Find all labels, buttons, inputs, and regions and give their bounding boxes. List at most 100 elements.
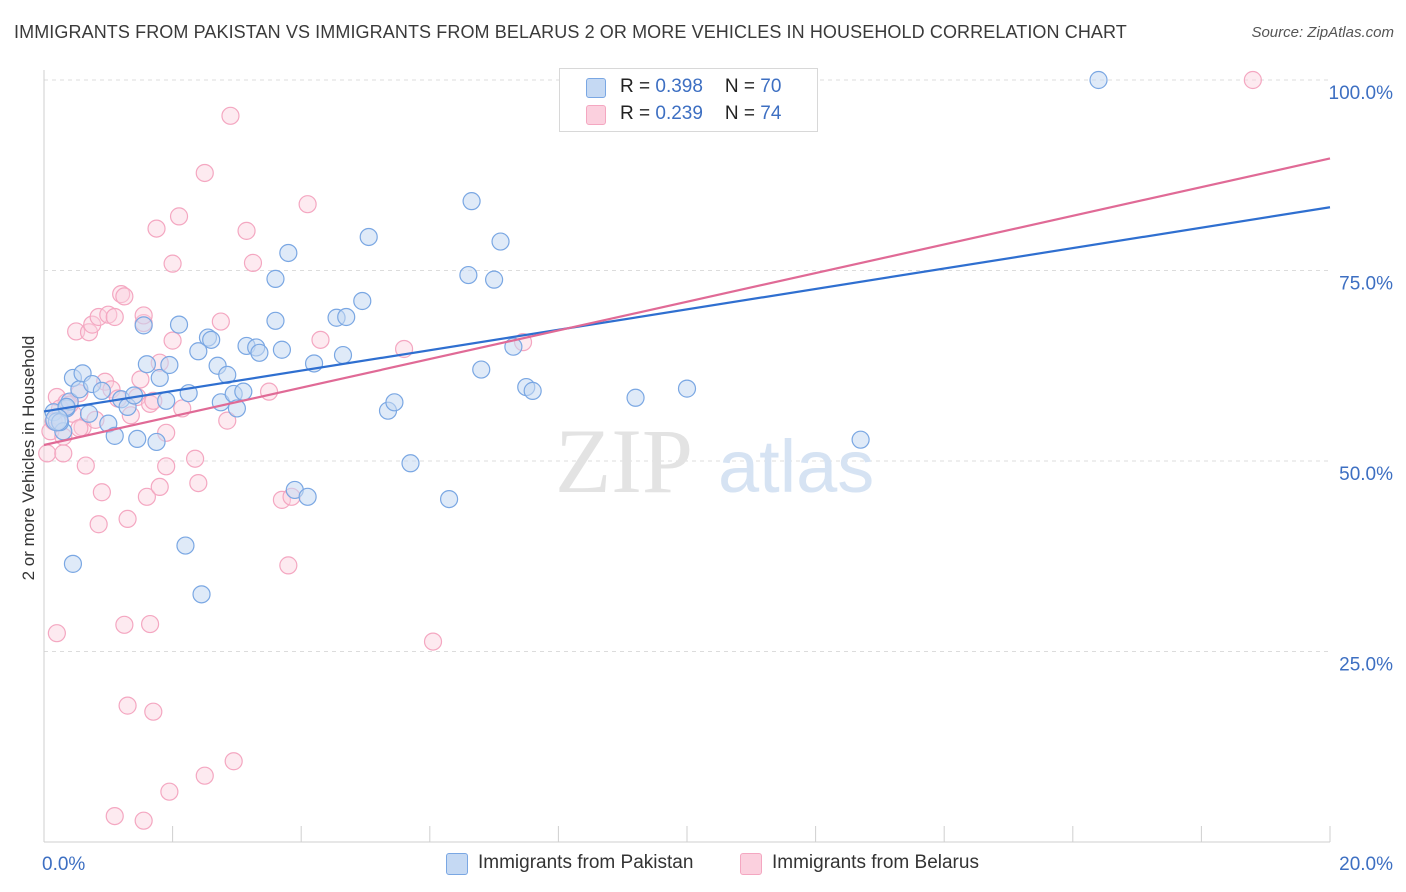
belarus-trend-line <box>43 157 1331 447</box>
legend-n-value: 70 <box>760 76 782 97</box>
pakistan-point <box>92 381 111 400</box>
belarus-point <box>218 411 237 430</box>
belarus-point <box>221 106 240 125</box>
legend-r-label: R = <box>620 103 656 124</box>
belarus-point <box>115 287 134 306</box>
pakistan-point <box>137 355 156 374</box>
belarus-point <box>67 322 86 341</box>
belarus-point <box>243 253 263 272</box>
belarus-point <box>150 477 169 497</box>
pakistan-point <box>157 391 176 410</box>
belarus-point <box>195 766 214 785</box>
belarus-point <box>279 556 298 575</box>
chart-title: IMMIGRANTS FROM PAKISTAN VS IMMIGRANTS F… <box>14 22 1127 42</box>
pakistan-point <box>105 426 124 445</box>
belarus-point <box>115 615 134 634</box>
pakistan-point <box>234 382 253 401</box>
pakistan-point <box>626 388 645 407</box>
pakistan-point <box>333 345 353 365</box>
pakistan-point <box>298 487 317 506</box>
belarus-point <box>157 457 176 476</box>
pakistan-legend-label: Immigrants from Pakistan <box>478 852 694 873</box>
belarus-point <box>112 285 131 304</box>
pakistan-point <box>176 536 195 555</box>
pakistan-point <box>472 360 491 379</box>
pakistan-point <box>147 432 166 452</box>
belarus-point <box>298 195 317 214</box>
trend-lines <box>43 157 1331 447</box>
belarus-point <box>83 315 102 334</box>
belarus-point <box>92 483 111 502</box>
belarus-point <box>163 254 182 273</box>
legend-r-value: 0.398 <box>655 76 703 97</box>
belarus-point <box>211 312 230 331</box>
pakistan-point <box>851 430 870 449</box>
belarus-point <box>134 811 153 830</box>
pakistan-point <box>79 404 99 423</box>
belarus-point <box>118 509 137 529</box>
belarus-point <box>237 221 256 240</box>
belarus-point <box>137 487 156 506</box>
watermark: ZIP atlas <box>555 410 874 512</box>
pakistan-point <box>128 429 147 449</box>
x-tick-label: 0.0% <box>42 854 85 875</box>
grid-layer <box>44 79 1330 652</box>
pakistan-point <box>266 269 285 288</box>
belarus-point <box>47 624 66 643</box>
tick-labels: 25.0% 50.0% 75.0% 100.0% 0.0% 20.0% <box>42 83 1393 875</box>
pakistan-point <box>202 330 221 349</box>
pakistan-point <box>353 291 372 311</box>
belarus-point <box>140 614 160 634</box>
axis-layer <box>43 70 1331 843</box>
y-tick-label: 75.0% <box>1339 274 1393 295</box>
belarus-point <box>105 307 124 327</box>
pakistan-point <box>160 355 179 375</box>
belarus-point <box>89 515 108 534</box>
pakistan-point <box>227 399 246 418</box>
pakistan-point <box>491 232 510 251</box>
pakistan-point <box>150 368 169 388</box>
pakistan-point <box>462 192 481 211</box>
pakistan-point <box>250 343 269 362</box>
belarus-point <box>195 163 214 183</box>
belarus-point <box>224 752 243 771</box>
pakistan-trend-line <box>43 206 1331 413</box>
pakistan-point <box>1089 70 1108 90</box>
pakistan-swatch <box>586 78 606 98</box>
belarus-point <box>118 696 137 715</box>
belarus-point <box>1243 70 1262 90</box>
pakistan-point <box>459 265 478 285</box>
pakistan-point <box>272 340 292 359</box>
belarus-point <box>163 331 182 350</box>
pakistan-point <box>279 243 298 263</box>
belarus-point <box>54 444 73 463</box>
correlation-legend: R = 0.398 N = 70 R = 0.239 N = 74 <box>559 68 818 132</box>
pakistan-point <box>485 270 504 289</box>
pakistan-legend-swatch <box>446 853 468 875</box>
belarus-point <box>423 632 443 651</box>
y-tick-label: 50.0% <box>1339 464 1393 485</box>
watermark-zip: ZIP <box>555 410 693 512</box>
series-pakistan-points <box>44 70 1108 604</box>
pakistan-point <box>677 379 697 398</box>
legend-n-value: 74 <box>760 103 782 124</box>
x-tick-label: 20.0% <box>1339 854 1393 875</box>
belarus-point <box>311 330 330 349</box>
pakistan-point <box>45 408 69 432</box>
pakistan-point <box>189 342 208 361</box>
pakistan-point <box>192 585 211 604</box>
y-tick-label: 25.0% <box>1339 655 1393 676</box>
pakistan-point <box>401 454 420 473</box>
legend-r-label: R = <box>620 76 656 97</box>
pakistan-point <box>385 393 404 412</box>
pakistan-point <box>266 311 285 330</box>
pakistan-point <box>337 307 356 327</box>
belarus-legend-swatch <box>740 853 762 875</box>
belarus-point <box>70 419 89 438</box>
belarus-point <box>259 382 279 401</box>
pakistan-point <box>359 227 378 247</box>
belarus-point <box>38 444 57 463</box>
watermark-atlas: atlas <box>718 425 874 508</box>
chart-source: Source: ZipAtlas.com <box>1251 24 1394 41</box>
